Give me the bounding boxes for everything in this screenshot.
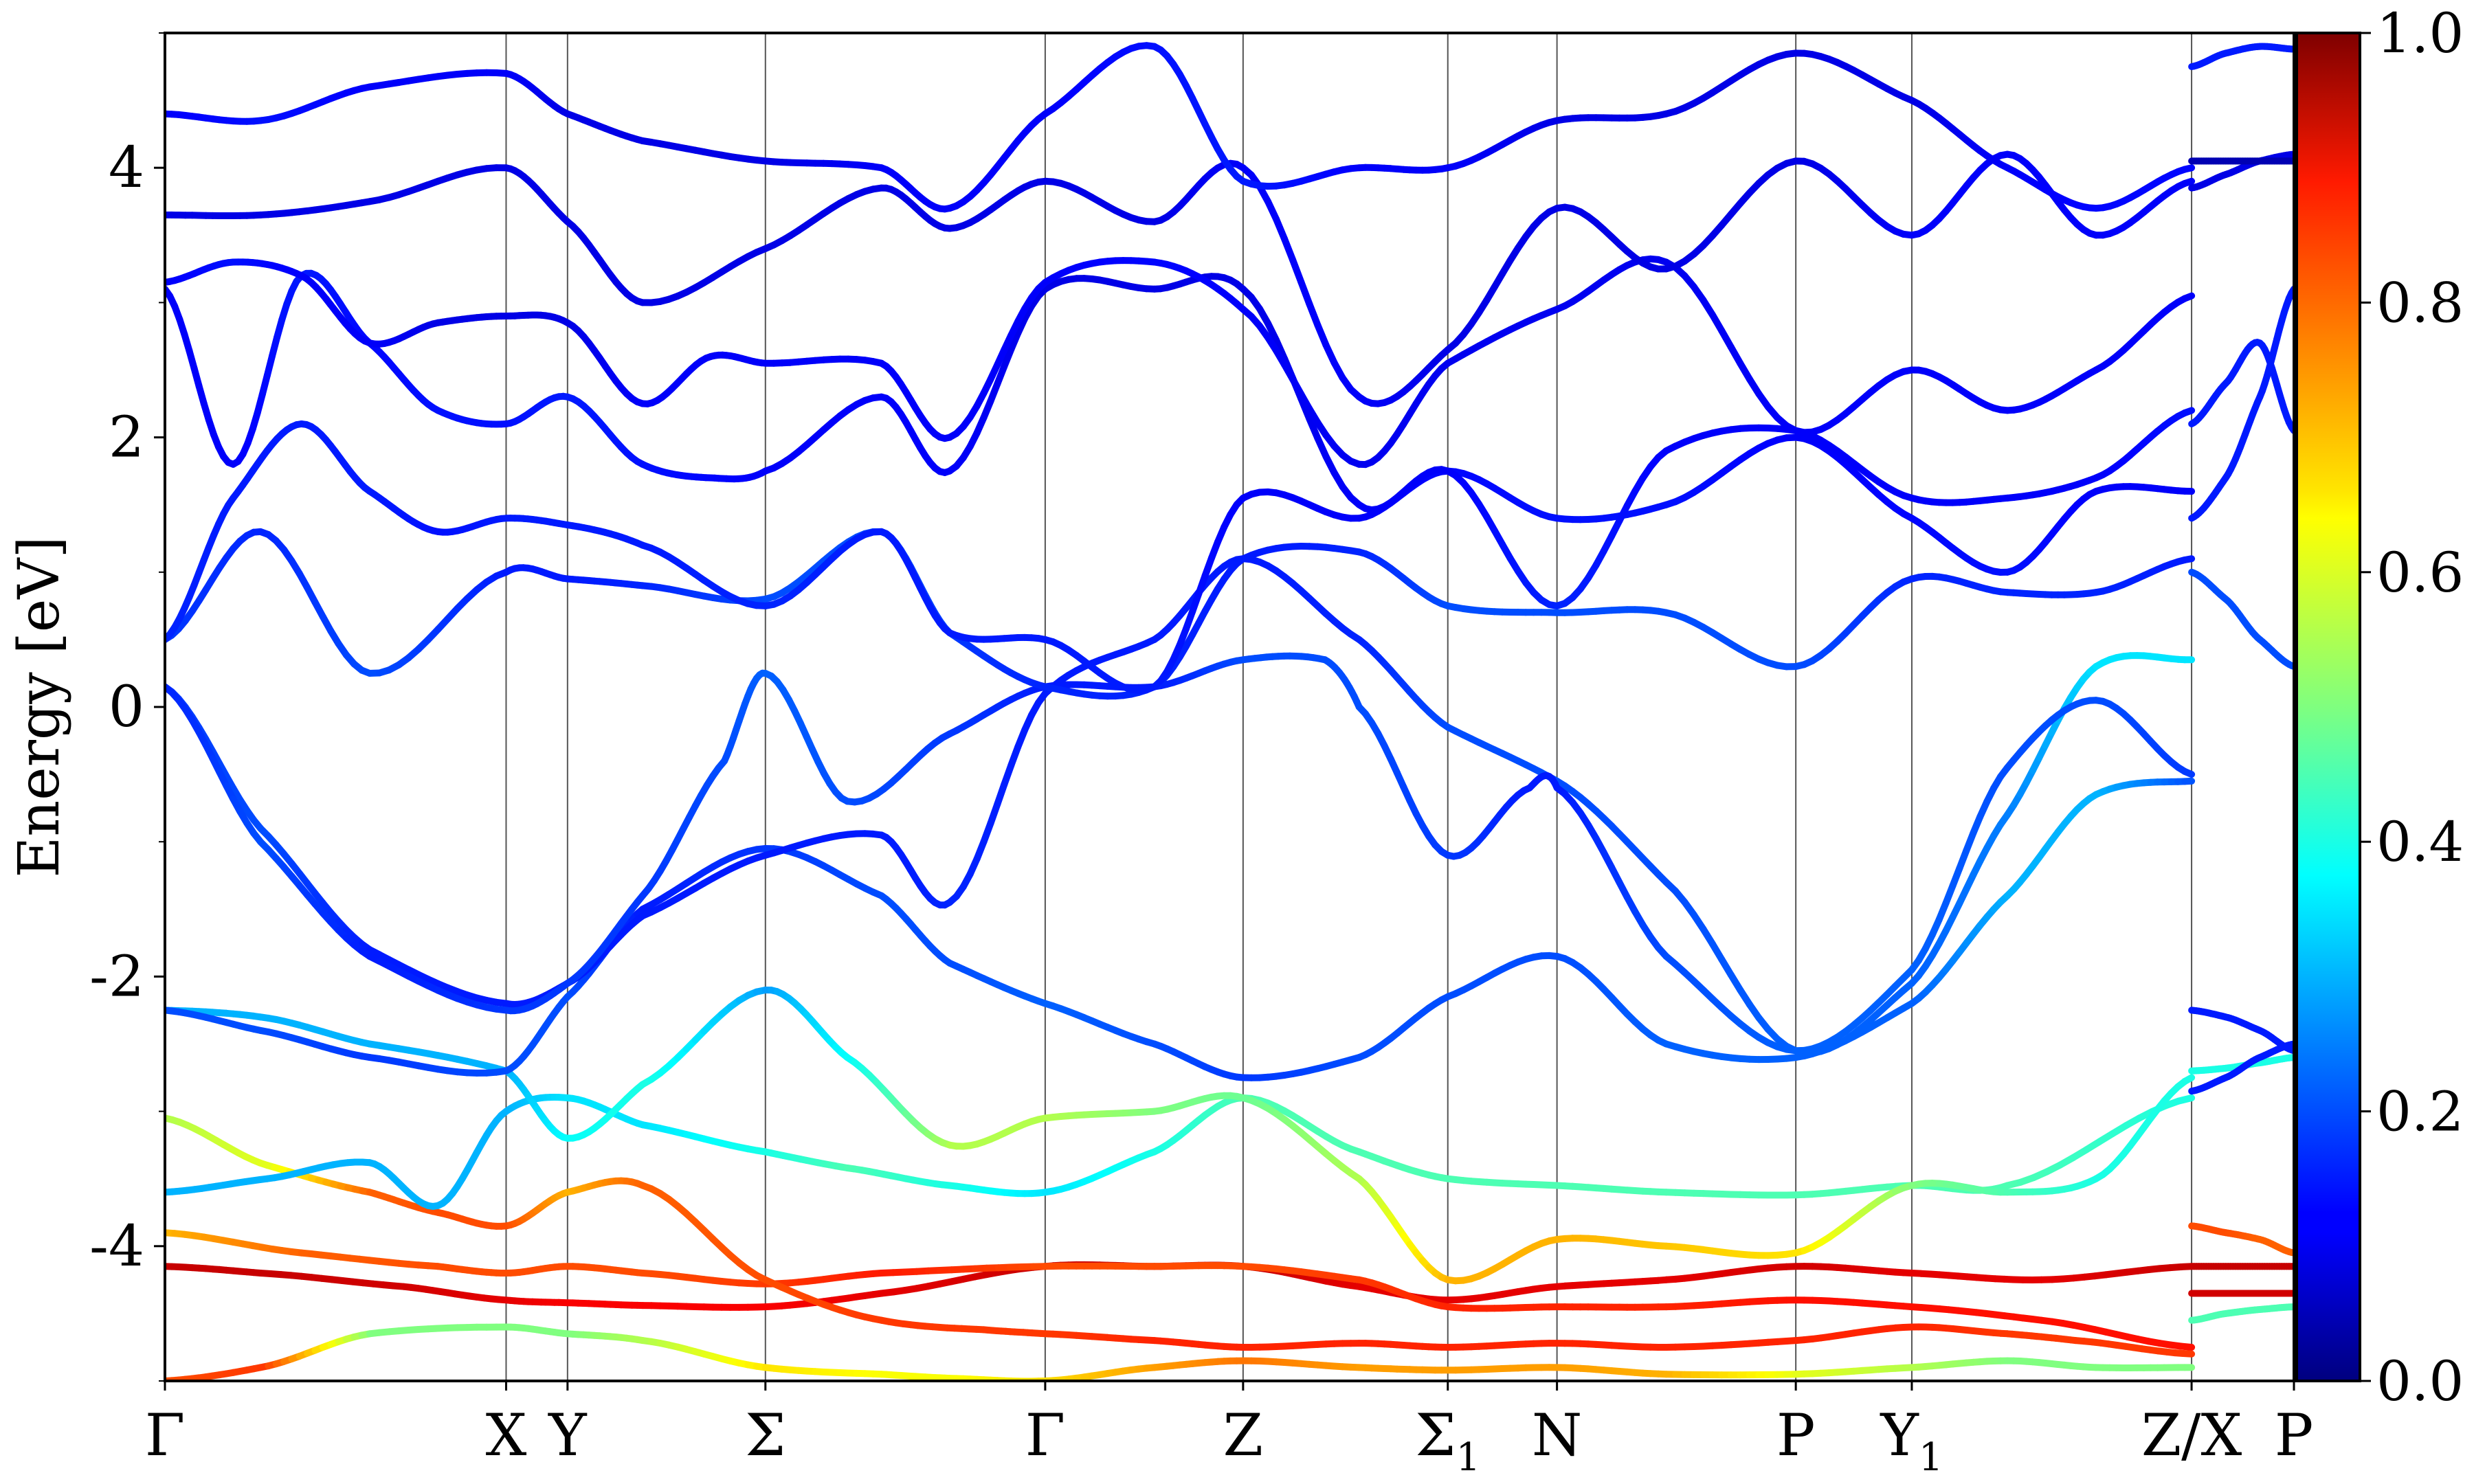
- band-series: [2188, 1303, 2294, 1324]
- band-series: [2188, 568, 2294, 671]
- plot-frame: [164, 32, 2295, 1382]
- x-tick-label: Z/X: [2141, 1402, 2242, 1469]
- band-segment: [1306, 415, 1322, 442]
- x-tick-label: Γ: [1025, 1402, 1065, 1469]
- band-series: [165, 555, 2196, 1057]
- colorbar-tick-label: 0.6: [2376, 541, 2464, 605]
- colorbar-tick-label: 1.0: [2376, 1, 2464, 65]
- band-series: [165, 269, 2196, 609]
- x-tick-label: P: [2275, 1402, 2314, 1469]
- x-tick-label: Σ1: [1415, 1402, 1480, 1480]
- x-tick-label: P: [1776, 1402, 1816, 1469]
- band-segment: [2181, 777, 2196, 785]
- band-segment: [2180, 1350, 2196, 1358]
- band-segment: [1297, 278, 1313, 308]
- y-tick-label: 4: [109, 135, 144, 201]
- y-tick-label: 0: [109, 675, 144, 740]
- colorbar-tick-label: 0.8: [2376, 271, 2464, 335]
- colorbar-ticks: 0.0 0.2 0.4 0.6 0.8 1.0: [2360, 1, 2464, 1413]
- band-series: [165, 777, 2196, 1081]
- x-tick-label: Y1: [1880, 1402, 1943, 1480]
- x-tick-label: X: [486, 1402, 527, 1469]
- band-series: [165, 1229, 2196, 1351]
- x-tick-label: Y: [548, 1402, 588, 1469]
- y-axis-label: Energy [eV]: [7, 536, 72, 877]
- band-segment: [2181, 555, 2196, 563]
- band-series: [2188, 285, 2294, 522]
- colorbar-tick-label: 0.2: [2376, 1080, 2464, 1144]
- band-segment: [2181, 164, 2196, 173]
- x-axis-ticks: Γ X Y Σ Γ Z Σ1 N P Y1 Z/X P: [145, 1381, 2313, 1480]
- band-segment: [1306, 300, 1322, 329]
- x-tick-label: Z: [1223, 1402, 1263, 1469]
- band-series: [165, 987, 2196, 1285]
- band-segment: [1314, 322, 1330, 349]
- band-series: [2188, 43, 2294, 70]
- band-segment: [2181, 1074, 2196, 1085]
- y-tick-label: -4: [89, 1214, 144, 1279]
- band-series: [165, 150, 2196, 407]
- band-series: [165, 42, 2196, 213]
- band-segment: [1273, 216, 1289, 243]
- band-segment: [2177, 1342, 2196, 1351]
- colorbar-tick-label: 0.4: [2376, 810, 2464, 874]
- high-symmetry-gridlines: [505, 33, 2193, 1381]
- y-tick-label: 2: [109, 405, 144, 471]
- band-series: [2188, 339, 2294, 434]
- band-series: [2188, 1007, 2294, 1055]
- colorbar-tick-label: 0.0: [2376, 1349, 2464, 1413]
- x-tick-label: Γ: [145, 1402, 185, 1469]
- band-series: [165, 1114, 2196, 1358]
- colorbar: [2295, 32, 2361, 1382]
- y-tick-label: -2: [89, 944, 144, 1009]
- band-segment: [2174, 1094, 2196, 1105]
- band-lines: [165, 42, 2294, 1381]
- band-segment: [2181, 292, 2196, 302]
- y-axis-ticks: -4 -2 0 2 4: [89, 32, 165, 1382]
- band-segment: [2181, 407, 2196, 416]
- band-series: [165, 1323, 2196, 1381]
- band-segment: [1289, 256, 1305, 286]
- band-series: [165, 420, 2196, 694]
- band-series: [165, 255, 2196, 469]
- band-segment: [994, 780, 1008, 808]
- x-tick-label: N: [1532, 1402, 1583, 1469]
- band-series: [165, 652, 2196, 1055]
- x-tick-label: Σ: [745, 1402, 785, 1469]
- band-segment: [1281, 235, 1297, 264]
- band-series: [2188, 1222, 2294, 1257]
- band-segment: [2181, 177, 2196, 187]
- band-segment: [2181, 767, 2196, 778]
- band-series: [165, 1094, 2196, 1210]
